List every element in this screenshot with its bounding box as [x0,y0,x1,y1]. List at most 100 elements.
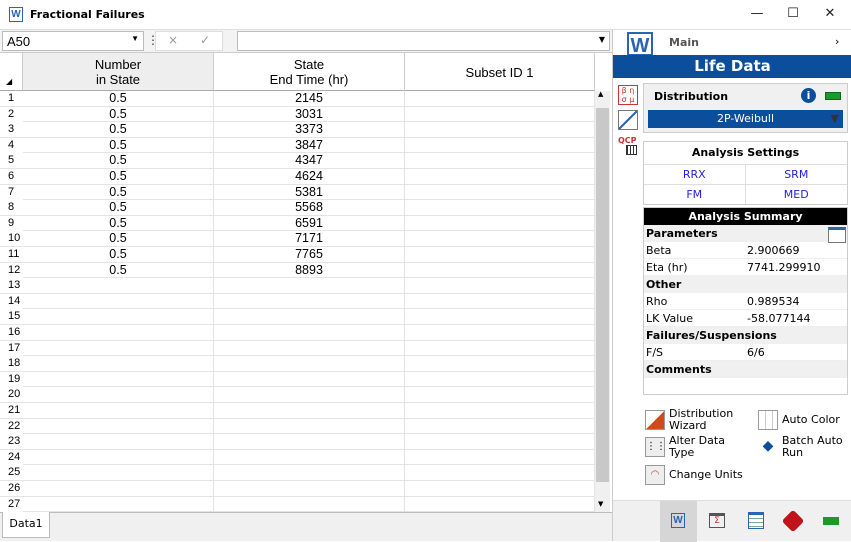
rrx-option[interactable]: RRX [644,165,746,185]
table-cell[interactable] [405,340,595,356]
view-summary-icon[interactable] [828,227,846,243]
table-cell[interactable] [405,106,595,122]
table-cell[interactable] [214,418,405,434]
main-label[interactable]: Main [669,36,699,49]
scroll-up-icon[interactable]: ▲ [598,90,604,98]
table-cell[interactable] [405,200,595,216]
table-cell[interactable] [405,215,595,231]
row-number[interactable]: 9 [0,215,23,231]
sheet-tab-data1[interactable]: Data1 [2,512,50,538]
close-button[interactable]: ✕ [824,6,836,21]
table-cell[interactable] [405,91,595,106]
table-cell[interactable] [405,137,595,153]
table-cell[interactable]: 0.5 [23,137,214,153]
select-all-corner[interactable]: ◢ [0,53,23,91]
table-cell[interactable]: 0.5 [23,169,214,184]
table-cell[interactable] [405,278,595,294]
table-cell[interactable] [405,356,595,372]
cell-reference-select[interactable]: A50 ▼ [2,31,144,51]
table-cell[interactable] [23,481,214,496]
table-cell[interactable]: 6591 [214,215,405,231]
function-icon[interactable]: Σ [709,513,725,528]
table-cell[interactable]: 3373 [214,122,405,138]
table-cell[interactable] [214,293,405,309]
table-cell[interactable] [23,293,214,309]
table-cell[interactable]: 4624 [214,169,405,184]
table-cell[interactable] [405,247,595,262]
parameters-icon[interactable]: β η σ μ [618,85,638,105]
fm-option[interactable]: FM [644,185,746,204]
table-cell[interactable] [405,434,595,450]
table-cell[interactable]: 0.5 [23,247,214,262]
table-cell[interactable] [23,356,214,372]
table-cell[interactable] [23,403,214,418]
column-header-3[interactable]: Subset ID 1 [405,53,595,91]
table-cell[interactable]: 0.5 [23,184,214,200]
row-number[interactable]: 20 [0,387,23,403]
alter-data-type-button[interactable]: ⋮⋮ Alter Data Type [645,435,725,459]
row-number[interactable]: 16 [0,325,23,340]
row-number[interactable]: 2 [0,106,23,122]
table-cell[interactable] [23,325,214,340]
row-number[interactable]: 10 [0,231,23,247]
table-cell[interactable] [405,169,595,184]
row-number[interactable]: 11 [0,247,23,262]
table-cell[interactable] [405,387,595,403]
table-cell[interactable] [405,122,595,138]
table-cell[interactable] [405,153,595,169]
row-number[interactable]: 24 [0,449,23,465]
srm-option[interactable]: SRM [745,165,847,185]
table-cell[interactable]: 5381 [214,184,405,200]
minimize-button[interactable]: — [750,6,764,21]
table-cell[interactable] [405,325,595,340]
table-cell[interactable] [214,496,405,512]
table-cell[interactable]: 0.5 [23,215,214,231]
table-cell[interactable]: 0.5 [23,91,214,106]
table-cell[interactable] [214,278,405,294]
table-cell[interactable]: 0.5 [23,106,214,122]
table-cell[interactable] [405,371,595,387]
column-header-1[interactable]: Number in State [23,53,214,91]
table-cell[interactable] [405,293,595,309]
table-cell[interactable] [214,356,405,372]
table-cell[interactable] [23,449,214,465]
table-cell[interactable] [405,481,595,496]
table-cell[interactable] [405,184,595,200]
table-cell[interactable]: 3031 [214,106,405,122]
row-number[interactable]: 21 [0,403,23,418]
table-cell[interactable] [405,262,595,278]
row-number[interactable]: 3 [0,122,23,138]
row-number[interactable]: 15 [0,309,23,325]
table-cell[interactable] [214,325,405,340]
table-cell[interactable] [214,340,405,356]
table-cell[interactable] [23,340,214,356]
chevron-right-icon[interactable]: › [835,35,840,48]
row-number[interactable]: 8 [0,200,23,216]
formula-input[interactable]: ▼ [237,31,610,51]
row-number[interactable]: 22 [0,418,23,434]
scroll-down-icon[interactable]: ▼ [598,500,604,508]
distribution-wizard-button[interactable]: Distribution Wizard [645,408,733,432]
row-number[interactable]: 6 [0,169,23,184]
table-cell[interactable] [214,449,405,465]
auto-color-button[interactable]: Auto Color [758,410,840,430]
change-units-button[interactable]: ◠ Change Units [645,465,743,485]
checklist-icon[interactable] [748,512,764,529]
scrollbar-thumb[interactable] [596,108,609,482]
weibull-view-button[interactable]: W [660,501,697,542]
accept-edit-button[interactable]: ✓ [200,33,211,47]
table-cell[interactable] [214,481,405,496]
table-cell[interactable] [214,434,405,450]
table-cell[interactable]: 4347 [214,153,405,169]
table-cell[interactable] [405,496,595,512]
row-number[interactable]: 23 [0,434,23,450]
table-cell[interactable]: 5568 [214,200,405,216]
table-cell[interactable] [405,403,595,418]
table-cell[interactable] [214,371,405,387]
row-number[interactable]: 26 [0,481,23,496]
cancel-edit-button[interactable]: × [168,33,179,47]
row-number[interactable]: 18 [0,356,23,372]
table-cell[interactable]: 3847 [214,137,405,153]
table-cell[interactable]: 0.5 [23,153,214,169]
maximize-button[interactable]: ☐ [787,6,799,21]
